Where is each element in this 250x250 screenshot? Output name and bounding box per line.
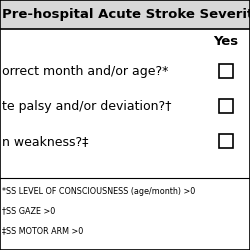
Text: Yes: Yes bbox=[213, 35, 238, 48]
Bar bbox=[219, 99, 232, 113]
Text: te palsy and/or deviation?†: te palsy and/or deviation?† bbox=[2, 100, 172, 113]
Bar bbox=[219, 134, 232, 148]
Text: ‡SS MOTOR ARM >0: ‡SS MOTOR ARM >0 bbox=[2, 227, 84, 236]
Text: *SS LEVEL OF CONSCIOUSNESS (age/month) >0: *SS LEVEL OF CONSCIOUSNESS (age/month) >… bbox=[2, 187, 196, 196]
Text: †SS GAZE >0: †SS GAZE >0 bbox=[2, 207, 56, 216]
Bar bbox=[0, 0, 250, 29]
Text: n weakness?‡: n weakness?‡ bbox=[2, 135, 89, 148]
Bar bbox=[219, 64, 232, 78]
Text: orrect month and/or age?*: orrect month and/or age?* bbox=[2, 65, 169, 78]
Text: Pre-hospital Acute Stroke Severity sca: Pre-hospital Acute Stroke Severity sca bbox=[2, 8, 250, 21]
